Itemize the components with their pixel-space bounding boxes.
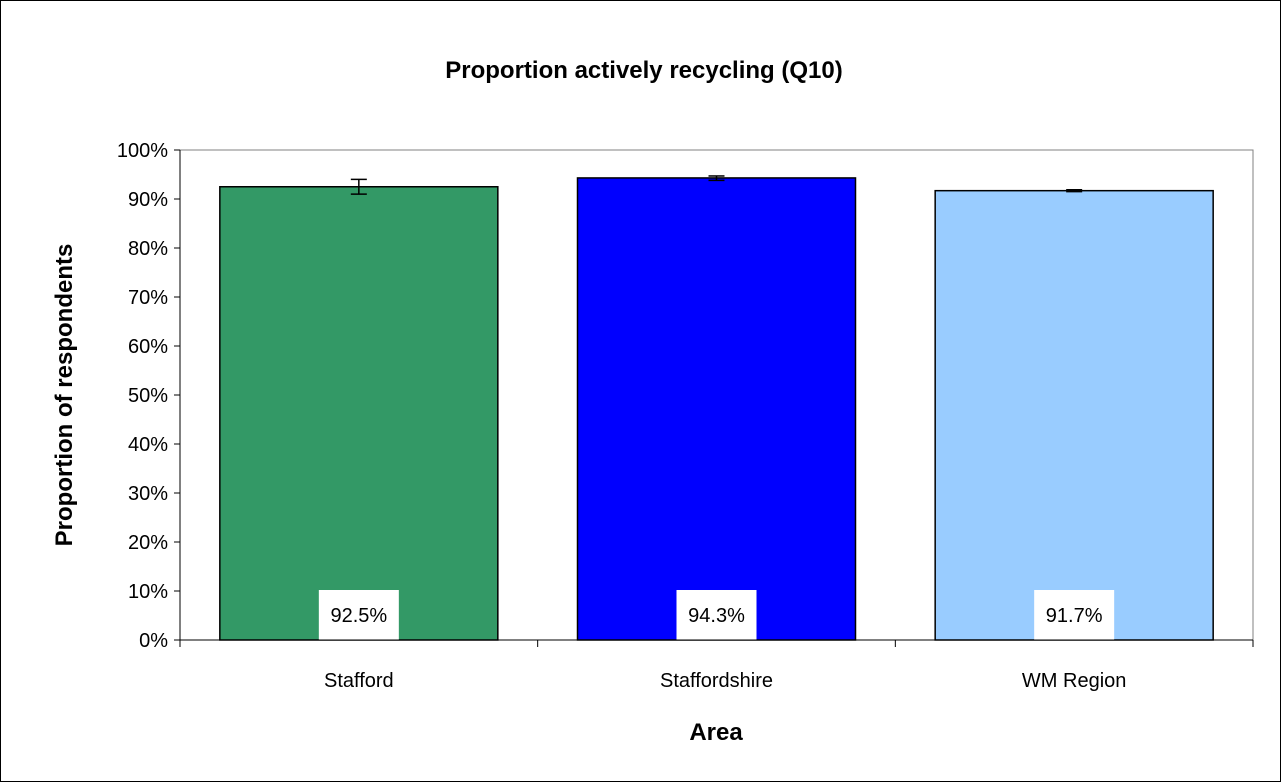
y-tick-label: 20% <box>128 532 168 554</box>
data-label-wm-region: 91.7% <box>1034 590 1115 640</box>
data-label-text: 91.7% <box>1046 605 1103 627</box>
y-tick-label: 30% <box>128 483 168 505</box>
y-tick-label: 40% <box>128 434 168 456</box>
x-tick-label: Staffordshire <box>660 670 773 692</box>
y-tick-label: 100% <box>117 140 168 162</box>
error-bars-layer <box>350 175 1083 195</box>
y-tick-label: 80% <box>128 238 168 260</box>
bar-staffordshire <box>576 177 857 641</box>
x-tick-label: Stafford <box>324 670 394 692</box>
y-tick-label: 60% <box>128 336 168 358</box>
y-tick-label: 90% <box>128 189 168 211</box>
x-axis: Stafford Staffordshire WM Region <box>179 639 1254 692</box>
data-labels-layer: 92.5% 94.3% 91.7% <box>318 590 1115 640</box>
error-bar-stafford <box>350 178 367 195</box>
data-label-staffordshire: 94.3% <box>676 590 757 640</box>
y-tick-label: 10% <box>128 581 168 603</box>
bars-layer <box>219 177 1214 641</box>
error-bar-wm-region <box>1066 188 1083 193</box>
y-tick-label: 50% <box>128 385 168 407</box>
x-tick-label: WM Region <box>1022 670 1126 692</box>
chart-title: Proportion actively recycling (Q10) <box>445 57 842 84</box>
data-label-text: 94.3% <box>688 605 745 627</box>
bar-wm-region <box>934 189 1214 641</box>
bar-stafford <box>219 186 499 641</box>
error-bar-staffordshire <box>708 175 725 182</box>
y-tick-label: 70% <box>128 287 168 309</box>
x-axis-title: Area <box>689 719 743 746</box>
data-label-text: 92.5% <box>330 605 387 627</box>
y-axis-title: Proportion of respondents <box>51 244 78 547</box>
y-axis: 0% 10% 20% 30% 40% 50% 60% 70% 80% 90% 100% <box>117 140 181 652</box>
y-tick-label: 0% <box>139 630 168 652</box>
data-label-stafford: 92.5% <box>318 590 399 640</box>
